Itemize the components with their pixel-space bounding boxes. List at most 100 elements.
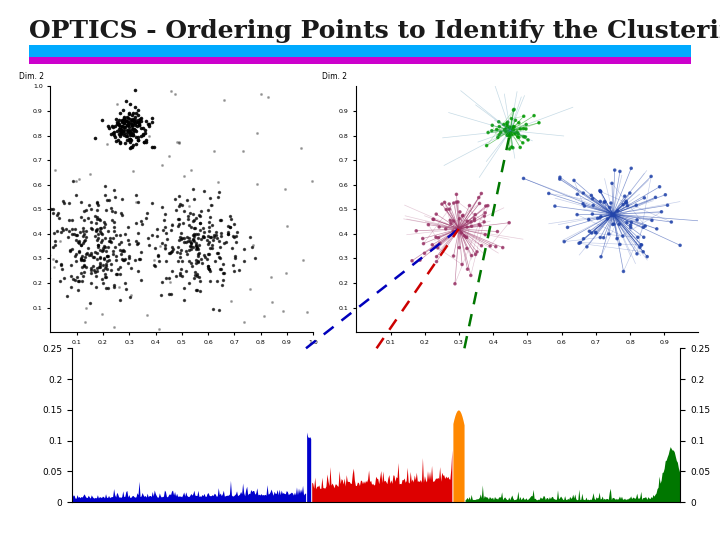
Point xyxy=(121,117,132,125)
Point xyxy=(61,292,73,301)
Point xyxy=(109,218,120,226)
Point xyxy=(577,199,589,208)
Point xyxy=(474,199,485,208)
Point xyxy=(406,256,418,265)
Point xyxy=(21,243,32,252)
Point xyxy=(129,125,140,134)
Point xyxy=(215,215,227,224)
Point xyxy=(90,227,102,235)
Point xyxy=(48,262,59,271)
Point xyxy=(84,170,96,178)
Point xyxy=(66,230,78,238)
Point xyxy=(444,216,456,225)
Point xyxy=(639,193,650,202)
Point xyxy=(114,246,126,254)
Point xyxy=(173,256,184,265)
Point xyxy=(115,129,127,137)
Point xyxy=(108,223,120,232)
Point xyxy=(77,223,89,232)
Point xyxy=(92,241,104,249)
Point xyxy=(132,266,144,275)
Point xyxy=(499,125,510,134)
Point xyxy=(119,230,130,239)
Point xyxy=(174,235,185,244)
Point xyxy=(175,246,186,254)
Point xyxy=(247,241,258,249)
Point xyxy=(101,195,112,204)
Point xyxy=(114,296,125,305)
Point xyxy=(121,131,132,140)
Point xyxy=(129,86,140,94)
Point xyxy=(76,263,88,272)
Point xyxy=(448,252,459,260)
Point xyxy=(108,280,120,289)
Point xyxy=(145,231,157,239)
Point xyxy=(211,276,222,285)
Point xyxy=(190,259,202,267)
Point xyxy=(660,191,671,199)
Point xyxy=(48,204,59,213)
Point xyxy=(117,195,128,204)
Point xyxy=(495,128,506,137)
Point xyxy=(181,196,193,205)
Point xyxy=(119,129,130,137)
Point xyxy=(229,252,240,261)
Point xyxy=(96,310,107,319)
Point xyxy=(598,233,609,242)
Point xyxy=(118,119,130,127)
Point xyxy=(216,280,228,289)
Point xyxy=(606,199,617,207)
Point xyxy=(480,208,491,217)
Point xyxy=(58,274,70,282)
Point xyxy=(58,199,70,207)
Point xyxy=(137,130,148,138)
Point xyxy=(69,251,81,260)
Point xyxy=(116,122,127,130)
Point xyxy=(106,206,117,215)
Point xyxy=(456,212,468,220)
Point xyxy=(176,256,188,265)
Point xyxy=(116,127,127,136)
Point xyxy=(508,105,520,114)
Point xyxy=(431,210,442,219)
Point xyxy=(101,260,112,269)
Point xyxy=(114,269,125,278)
Point xyxy=(48,255,59,264)
Point xyxy=(433,222,445,231)
Point xyxy=(139,126,150,134)
Point xyxy=(307,177,318,186)
Point xyxy=(91,215,102,224)
Point xyxy=(126,143,138,151)
Point xyxy=(130,191,142,200)
Point xyxy=(209,231,220,239)
Point xyxy=(110,137,122,145)
Point xyxy=(127,130,138,139)
Point xyxy=(521,120,532,129)
Point xyxy=(135,113,146,122)
Point xyxy=(114,139,126,147)
Point xyxy=(175,248,186,257)
Point xyxy=(117,254,128,263)
Point xyxy=(161,228,172,237)
Point xyxy=(113,121,125,130)
Point xyxy=(119,123,130,131)
Point xyxy=(448,217,459,225)
Point xyxy=(418,239,429,248)
Point xyxy=(99,181,111,190)
Point xyxy=(93,241,104,249)
Point xyxy=(301,308,312,316)
Point xyxy=(245,285,256,294)
Point xyxy=(114,132,126,140)
Point xyxy=(67,177,78,186)
Point xyxy=(227,260,238,269)
Point xyxy=(158,216,170,225)
Point xyxy=(124,134,135,143)
Point xyxy=(81,249,92,258)
Point xyxy=(506,130,518,139)
Point xyxy=(297,255,308,264)
Point xyxy=(143,132,155,140)
Point xyxy=(94,215,105,224)
Point xyxy=(493,131,505,139)
Point xyxy=(134,254,145,263)
Point xyxy=(549,202,561,211)
